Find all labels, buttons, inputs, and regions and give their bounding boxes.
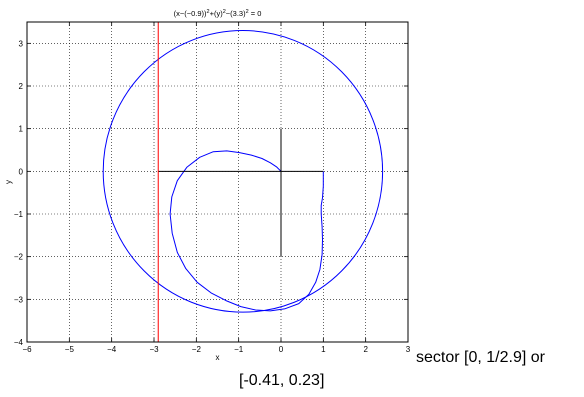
y-axis-label: y	[4, 180, 13, 184]
y-tick-label: −3	[14, 295, 24, 304]
x-tick-label: −3	[149, 345, 159, 354]
x-tick-label: 1	[321, 345, 326, 354]
annotation-line-2: [-0.41, 0.23]	[239, 372, 325, 389]
title-part: +(y)	[210, 9, 224, 18]
x-axis-label: x	[216, 353, 220, 362]
annotation-line-1: sector [0, 1/2.9] or	[416, 349, 545, 366]
y-tick-label: 0	[19, 167, 24, 176]
x-tick-label: 2	[363, 345, 368, 354]
y-tick-label: −4	[14, 338, 24, 347]
grid	[27, 22, 408, 342]
title-part: −(3.3)	[226, 9, 246, 18]
chart-title: (x−(−0.9))2+(y)2−(3.3)2 = 0	[174, 9, 262, 18]
axes-frame	[26, 21, 409, 343]
y-tick-label: −2	[14, 253, 24, 262]
y-tick-label: 1	[19, 125, 24, 134]
title-exponent: 2	[207, 9, 210, 15]
y-tick-label: 2	[19, 82, 24, 91]
x-tick-label: −1	[234, 345, 244, 354]
spiral-curve	[169, 150, 324, 312]
title-exponent: 2	[223, 9, 226, 15]
x-tick-label: −6	[22, 345, 32, 354]
x-tick-label: −5	[65, 345, 75, 354]
ticks: −6 −5 −4 −3 −2 −1 0 1 2 3 −4 −3 −2 −1 0 1 2 3	[14, 22, 411, 354]
title-exponent: 2	[246, 9, 249, 15]
plot-area	[102, 22, 384, 342]
x-tick-label: 3	[406, 345, 411, 354]
x-tick-label: −4	[107, 345, 117, 354]
circle-curve	[102, 30, 384, 313]
title-part: = 0	[249, 9, 262, 18]
y-tick-label: 3	[19, 39, 24, 48]
x-tick-label: 0	[279, 345, 284, 354]
x-tick-label: −2	[192, 345, 202, 354]
y-tick-label: −1	[14, 210, 24, 219]
title-part: (x−(−0.9))	[174, 9, 207, 18]
